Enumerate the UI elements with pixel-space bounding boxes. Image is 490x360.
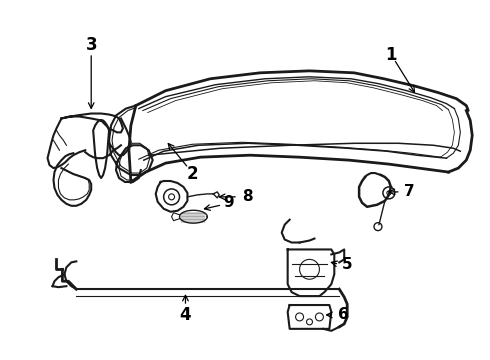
Text: 7: 7 bbox=[404, 184, 415, 199]
Text: 4: 4 bbox=[180, 306, 191, 324]
Text: 2: 2 bbox=[187, 165, 198, 183]
Text: 3: 3 bbox=[85, 36, 97, 54]
Text: 6: 6 bbox=[338, 307, 348, 323]
Text: 5: 5 bbox=[342, 257, 352, 272]
Text: 1: 1 bbox=[385, 46, 396, 64]
Text: 8: 8 bbox=[242, 189, 252, 204]
Text: 9: 9 bbox=[223, 195, 233, 210]
